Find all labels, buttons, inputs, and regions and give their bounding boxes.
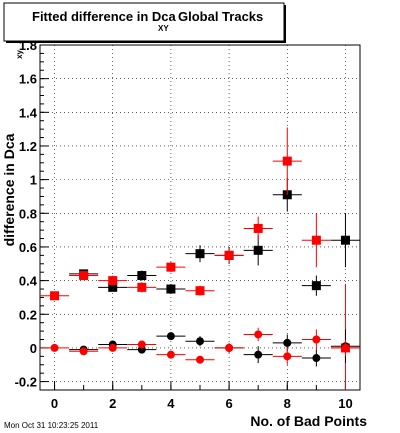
data-point-square	[311, 235, 321, 245]
data-point-circle	[283, 352, 292, 361]
chart-title-main: Fitted difference in Dca	[32, 9, 177, 24]
data-point-square	[79, 271, 89, 281]
chart-title-sub: XY	[158, 24, 169, 33]
y-tick-label: 1.8	[19, 38, 37, 53]
data-point-circle	[108, 343, 117, 352]
data-point-square	[253, 223, 263, 233]
data-point-circle	[50, 343, 59, 352]
y-axis-title-sub: xy	[15, 49, 24, 58]
axis-ticks	[40, 44, 346, 390]
y-tick-label: 1.6	[19, 72, 37, 87]
x-tick-label: 6	[225, 396, 232, 411]
y-tick-label: 1.2	[19, 139, 37, 154]
data-series	[40, 127, 360, 390]
data-point-square	[166, 262, 176, 272]
series-3	[40, 327, 360, 365]
data-point-circle	[254, 330, 263, 339]
y-tick-label: -0.2	[15, 375, 37, 390]
data-point-circle	[254, 350, 263, 359]
data-point-square	[137, 271, 147, 281]
x-tick-label: 10	[338, 396, 352, 411]
data-point-circle	[312, 335, 321, 344]
title-frame	[3, 2, 285, 42]
data-point-circle	[196, 355, 204, 364]
data-point-square	[340, 235, 350, 245]
data-point-circle	[312, 354, 321, 363]
y-tick-label: 0.6	[19, 240, 37, 255]
x-tick-label: 0	[51, 396, 58, 411]
data-point-circle	[341, 343, 350, 352]
data-point-circle	[79, 347, 88, 356]
y-tick-label: 0.4	[19, 274, 38, 289]
data-point-square	[282, 156, 292, 166]
x-tick-label: 4	[167, 396, 175, 411]
data-point-circle	[225, 343, 234, 352]
data-point-square	[137, 282, 147, 292]
data-point-square	[166, 284, 176, 294]
tick-labels: -0.2 0 0.2 0.4 0.6 0.8 1 1.2 1.4 1.6 1.8 0 2 4 6 8 10	[15, 38, 353, 411]
x-tick-label: 2	[109, 396, 116, 411]
data-point-circle	[283, 338, 292, 347]
data-point-circle	[166, 332, 175, 341]
x-tick-label: 8	[284, 396, 291, 411]
data-point-square	[50, 291, 60, 301]
data-point-square	[108, 276, 118, 286]
data-point-square	[195, 286, 205, 296]
data-point-square	[224, 250, 234, 260]
y-tick-label: 1	[30, 173, 37, 188]
chart-title-tail: Global Tracks	[178, 9, 263, 24]
title-box: Fitted difference in Dca XY Global Track…	[3, 2, 286, 43]
data-point-square	[108, 282, 118, 292]
y-axis-title: difference in Dca xy	[1, 49, 24, 246]
y-axis-title-main: difference in Dca	[1, 133, 17, 246]
data-point-circle	[137, 340, 146, 349]
data-point-circle	[166, 350, 175, 359]
x-axis-title: No. of Bad Points	[250, 413, 367, 429]
data-point-square	[195, 249, 205, 259]
y-tick-label: 0.2	[19, 307, 37, 322]
y-tick-label: 0	[30, 341, 37, 356]
y-tick-label: 0.8	[19, 206, 37, 221]
data-point-square	[253, 245, 263, 255]
data-point-circle	[196, 337, 204, 346]
timestamp: Mon Oct 31 10:23:25 2011	[4, 421, 99, 430]
y-tick-label: 1.4	[19, 105, 38, 120]
data-point-square	[311, 281, 321, 291]
